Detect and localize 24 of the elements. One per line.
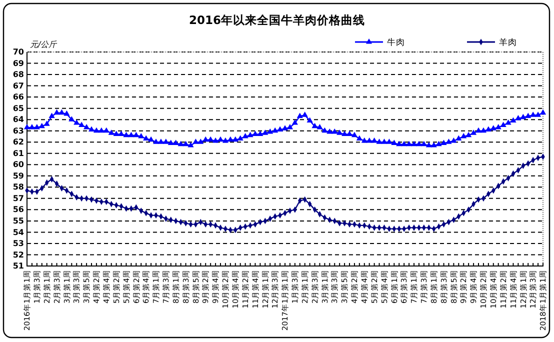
y-tick-label: 62 xyxy=(12,138,24,147)
y-tick-label: 53 xyxy=(12,239,24,248)
y-axis-title: 元/公斤 xyxy=(30,40,58,49)
legend-label: 牛肉 xyxy=(387,37,405,48)
y-tick-label: 63 xyxy=(12,126,24,136)
chart-title: 2016年以来全国牛羊肉价格曲线 xyxy=(188,13,366,27)
y-tick-label: 69 xyxy=(12,58,24,68)
y-tick-label: 68 xyxy=(12,70,24,80)
y-tick-label: 61 xyxy=(12,148,24,158)
legend-label: 羊肉 xyxy=(499,37,517,48)
y-tick-label: 64 xyxy=(12,115,24,124)
y-tick-label: 66 xyxy=(12,92,24,102)
y-tick-label: 57 xyxy=(12,194,24,203)
y-tick-label: 70 xyxy=(12,48,24,57)
y-tick-label: 58 xyxy=(12,182,24,192)
y-tick-label: 52 xyxy=(12,250,24,260)
y-tick-label: 65 xyxy=(12,104,24,113)
y-tick-label: 54 xyxy=(12,228,24,237)
y-tick-label: 60 xyxy=(12,160,24,170)
y-tick-label: 51 xyxy=(12,262,24,271)
y-tick-label: 56 xyxy=(12,205,24,214)
y-tick-label: 55 xyxy=(12,216,24,226)
y-tick-label: 67 xyxy=(12,81,24,90)
y-tick-label: 59 xyxy=(12,171,24,180)
